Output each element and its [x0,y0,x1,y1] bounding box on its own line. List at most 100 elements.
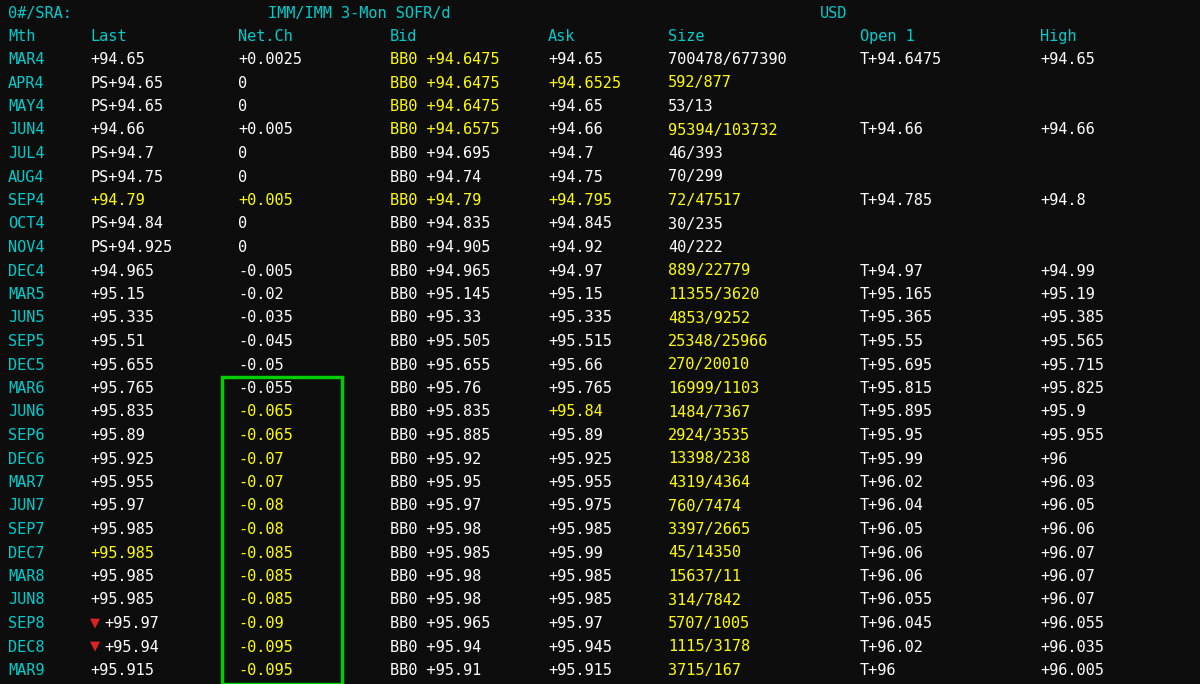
Text: PS+94.75: PS+94.75 [90,170,163,185]
Text: -0.07: -0.07 [238,451,283,466]
Text: Open 1: Open 1 [860,29,914,44]
Text: +95.825: +95.825 [1040,381,1104,396]
Text: +94.965: +94.965 [90,263,154,278]
Text: 25348/25966: 25348/25966 [668,334,768,349]
Text: +95.985: +95.985 [548,569,612,584]
Text: PS+94.925: PS+94.925 [90,240,172,255]
Text: +96.06: +96.06 [1040,522,1094,537]
Text: T+96.06: T+96.06 [860,546,924,560]
Text: JUN7: JUN7 [8,499,44,514]
Text: PS+94.7: PS+94.7 [90,146,154,161]
Text: BB0 +95.145: BB0 +95.145 [390,287,491,302]
Text: +95.955: +95.955 [548,475,612,490]
Text: JUL4: JUL4 [8,146,44,161]
Text: +95.66: +95.66 [548,358,602,373]
Text: T+96.04: T+96.04 [860,499,924,514]
Text: T+96.055: T+96.055 [860,592,934,607]
Text: 13398/238: 13398/238 [668,451,750,466]
Text: 70/299: 70/299 [668,170,722,185]
Text: BB0 +94.6475: BB0 +94.6475 [390,75,499,90]
Text: 4319/4364: 4319/4364 [668,475,750,490]
Text: +94.8: +94.8 [1040,193,1086,208]
Text: +95.925: +95.925 [548,451,612,466]
Text: JUN6: JUN6 [8,404,44,419]
Text: JUN5: JUN5 [8,311,44,326]
Text: +95.15: +95.15 [90,287,145,302]
Text: +94.66: +94.66 [1040,122,1094,137]
Text: +95.335: +95.335 [548,311,612,326]
Text: 40/222: 40/222 [668,240,722,255]
Text: Net.Ch: Net.Ch [238,29,293,44]
Text: +94.66: +94.66 [90,122,145,137]
Text: ▼: ▼ [90,640,100,653]
Text: -0.02: -0.02 [238,287,283,302]
Text: BB0 +95.97: BB0 +95.97 [390,499,481,514]
Text: SEP4: SEP4 [8,193,44,208]
Text: MAR5: MAR5 [8,287,44,302]
Text: PS+94.65: PS+94.65 [90,75,163,90]
Text: +95.19: +95.19 [1040,287,1094,302]
Text: BB0 +95.505: BB0 +95.505 [390,334,491,349]
Text: MAR4: MAR4 [8,52,44,67]
Text: BB0 +95.98: BB0 +95.98 [390,592,481,607]
Text: +95.765: +95.765 [90,381,154,396]
Text: +95.955: +95.955 [1040,428,1104,443]
Text: +94.79: +94.79 [90,193,145,208]
Text: BB0 +94.965: BB0 +94.965 [390,263,491,278]
Text: BB0 +94.6475: BB0 +94.6475 [390,52,499,67]
Text: -0.085: -0.085 [238,592,293,607]
Text: BB0 +95.33: BB0 +95.33 [390,311,481,326]
Text: ▼: ▼ [90,616,100,629]
Text: +95.97: +95.97 [90,499,145,514]
Text: +95.985: +95.985 [90,592,154,607]
Text: BB0 +94.695: BB0 +94.695 [390,146,491,161]
Text: T+94.785: T+94.785 [860,193,934,208]
Text: 3397/2665: 3397/2665 [668,522,750,537]
Text: -0.08: -0.08 [238,522,283,537]
Text: MAR8: MAR8 [8,569,44,584]
Text: PS+94.84: PS+94.84 [90,217,163,231]
Text: +95.385: +95.385 [1040,311,1104,326]
Text: High: High [1040,29,1076,44]
Text: 3715/167: 3715/167 [668,663,742,678]
Text: +95.985: +95.985 [90,569,154,584]
Text: +95.97: +95.97 [548,616,602,631]
Text: +95.51: +95.51 [90,334,145,349]
Text: 592/877: 592/877 [668,75,732,90]
Text: T+95.95: T+95.95 [860,428,924,443]
Text: BB0 +94.6575: BB0 +94.6575 [390,122,499,137]
Text: 0: 0 [238,217,247,231]
Text: BB0 +95.985: BB0 +95.985 [390,546,491,560]
Text: T+96.06: T+96.06 [860,569,924,584]
Text: +95.985: +95.985 [548,522,612,537]
Text: +95.985: +95.985 [548,592,612,607]
Text: -0.035: -0.035 [238,311,293,326]
Text: +0.005: +0.005 [238,122,293,137]
Text: +96.03: +96.03 [1040,475,1094,490]
Text: BB0 +95.94: BB0 +95.94 [390,640,481,655]
Text: +95.15: +95.15 [548,287,602,302]
Text: Last: Last [90,29,126,44]
Text: +94.99: +94.99 [1040,263,1094,278]
Text: +95.84: +95.84 [548,404,602,419]
Text: DEC6: DEC6 [8,451,44,466]
Text: T+96: T+96 [860,663,896,678]
Text: T+94.6475: T+94.6475 [860,52,942,67]
Text: 72/47517: 72/47517 [668,193,742,208]
Text: 760/7474: 760/7474 [668,499,742,514]
Text: T+96.045: T+96.045 [860,616,934,631]
Text: +94.845: +94.845 [548,217,612,231]
Text: BB0 +94.79: BB0 +94.79 [390,193,481,208]
Text: T+94.66: T+94.66 [860,122,924,137]
Text: BB0 +95.835: BB0 +95.835 [390,404,491,419]
Text: Mth: Mth [8,29,35,44]
Bar [222,378,342,684]
Text: +95.97: +95.97 [104,616,158,631]
Text: BB0 +95.98: BB0 +95.98 [390,522,481,537]
Text: +95.985: +95.985 [90,522,154,537]
Text: 11355/3620: 11355/3620 [668,287,760,302]
Text: +95.565: +95.565 [1040,334,1104,349]
Text: T+95.55: T+95.55 [860,334,924,349]
Text: NOV4: NOV4 [8,240,44,255]
Text: SEP6: SEP6 [8,428,44,443]
